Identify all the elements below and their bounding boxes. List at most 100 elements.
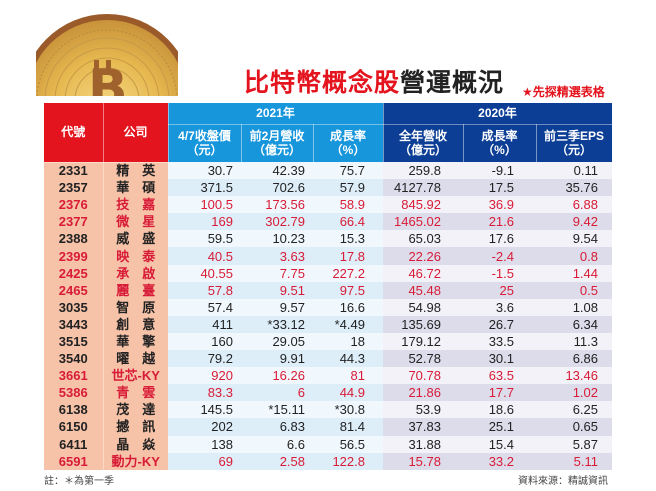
stock-code: 2465: [44, 281, 104, 299]
stock-code: 2399: [44, 247, 104, 265]
cell-eps: 0.5: [536, 281, 612, 299]
company-name: 威 盛: [103, 230, 168, 248]
cell-annual-revenue: 37.83: [383, 418, 463, 436]
cell-growth-2020: 30.1: [463, 350, 536, 368]
cell-close-price: 30.7: [168, 162, 241, 180]
cell-2m-revenue: 2.58: [241, 452, 313, 470]
cell-eps: 6.86: [536, 350, 612, 368]
company-name: 創 意: [103, 315, 168, 333]
cell-close-price: 69: [168, 452, 241, 470]
table-row: 2465 麗 臺 57.8 9.51 97.5 45.48 25 0.5: [44, 281, 612, 299]
cell-annual-revenue: 54.98: [383, 298, 463, 316]
cell-eps: 0.11: [536, 162, 612, 180]
cell-eps: 35.76: [536, 179, 612, 197]
data-source: 資料來源：精誠資訊: [518, 476, 608, 487]
cell-growth-2021: 17.8: [313, 247, 383, 265]
cell-close-price: 920: [168, 367, 241, 385]
cell-growth-2021: 18: [313, 332, 383, 351]
cell-growth-2021: 44.3: [313, 350, 383, 368]
cell-close-price: 40.55: [168, 264, 241, 282]
cell-eps: 0.65: [536, 418, 612, 436]
title-highlight: 比特幣概念股: [244, 69, 401, 97]
cell-growth-2021: 15.3: [313, 230, 383, 248]
cell-close-price: 411: [168, 315, 241, 333]
cell-annual-revenue: 45.48: [383, 281, 463, 299]
cell-growth-2020: 25.1: [463, 418, 536, 436]
table-row: 3661 世芯-KY 920 16.26 81 70.78 63.5 13.46: [44, 367, 612, 385]
stock-code: 3540: [44, 350, 104, 368]
cell-annual-revenue: 845.92: [383, 196, 463, 214]
table-row: 6591 動力-KY 69 2.58 122.8 15.78 33.2 5.11: [44, 452, 612, 470]
page-title: 比特幣概念股營運概況: [244, 68, 504, 98]
cell-close-price: 202: [168, 418, 241, 436]
cell-growth-2020: 21.6: [463, 213, 536, 231]
header-eps: 前三季EPS （元）: [536, 124, 613, 162]
table-row: 3540 曜 越 79.2 9.91 44.3 52.78 30.1 6.86: [44, 350, 612, 368]
company-name: 動力-KY: [103, 452, 168, 470]
cell-annual-revenue: 179.12: [383, 332, 463, 351]
cell-eps: 6.88: [536, 196, 612, 214]
cell-2m-revenue: 702.6: [241, 179, 313, 197]
stock-code: 6591: [44, 452, 104, 470]
cell-growth-2020: -9.1: [463, 162, 536, 180]
cell-growth-2020: 33.5: [463, 332, 536, 351]
table-row: 2331 精 英 30.7 42.39 75.7 259.8 -9.1 0.11: [44, 162, 612, 180]
cell-annual-revenue: 15.78: [383, 452, 463, 470]
cell-annual-revenue: 31.88: [383, 435, 463, 453]
cell-2m-revenue: 6.6: [241, 435, 313, 453]
cell-annual-revenue: 135.69: [383, 315, 463, 333]
header-2m-revenue: 前2月營收 （億元）: [241, 124, 314, 162]
cell-growth-2020: 36.9: [463, 196, 536, 214]
cell-annual-revenue: 46.72: [383, 264, 463, 282]
table-body: 2331 精 英 30.7 42.39 75.7 259.8 -9.1 0.11 2357 華 碩…: [44, 162, 612, 470]
table-row: 6411 晶 焱 138 6.6 56.5 31.88 15.4 5.87: [44, 435, 612, 453]
company-name: 技 嘉: [103, 196, 168, 214]
cell-close-price: 138: [168, 435, 241, 453]
cell-close-price: 40.5: [168, 247, 241, 265]
cell-close-price: 57.8: [168, 281, 241, 299]
cell-2m-revenue: *33.12: [241, 315, 313, 333]
cell-2m-revenue: 42.39: [241, 162, 313, 180]
cell-growth-2021: 57.9: [313, 179, 383, 197]
cell-close-price: 57.4: [168, 298, 241, 316]
stock-code: 6138: [44, 401, 104, 419]
stock-code: 6411: [44, 435, 104, 453]
cell-growth-2020: 15.4: [463, 435, 536, 453]
stock-code: 2357: [44, 179, 104, 197]
cell-2m-revenue: 9.91: [241, 350, 313, 368]
cell-growth-2021: 81.4: [313, 418, 383, 436]
cell-eps: 6.25: [536, 401, 612, 419]
table-row: 3035 智 原 57.4 9.57 16.6 54.98 3.6 1.08: [44, 298, 612, 316]
cell-growth-2020: 63.5: [463, 367, 536, 385]
company-name: 華 碩: [103, 179, 168, 197]
cell-growth-2020: 33.2: [463, 452, 536, 470]
company-name: 智 原: [103, 298, 168, 316]
title-rest: 營運概況: [400, 69, 505, 97]
table-row: 6150 撼 訊 202 6.83 81.4 37.83 25.1 0.65: [44, 418, 612, 436]
bitcoin-coin-icon: B: [36, 8, 178, 96]
cell-annual-revenue: 4127.78: [383, 179, 463, 197]
cell-2m-revenue: 302.79: [241, 213, 313, 231]
cell-2m-revenue: 6.83: [241, 418, 313, 436]
cell-growth-2020: 26.7: [463, 315, 536, 333]
cell-annual-revenue: 65.03: [383, 230, 463, 248]
cell-eps: 1.08: [536, 298, 612, 316]
cell-annual-revenue: 52.78: [383, 350, 463, 368]
company-name: 微 星: [103, 213, 168, 231]
cell-growth-2021: 16.6: [313, 298, 383, 316]
cell-eps: 1.44: [536, 264, 612, 282]
header-close-price: 4/7收盤價 （元）: [168, 124, 242, 162]
cell-growth-2020: 25: [463, 281, 536, 299]
header-growth-2021: 成長率 （%）: [313, 124, 384, 162]
cell-growth-2020: 17.6: [463, 230, 536, 248]
table-row: 3515 華 擎 160 29.05 18 179.12 33.5 11.3: [44, 332, 612, 351]
cell-eps: 9.54: [536, 230, 612, 248]
table-row: 2376 技 嘉 100.5 173.56 58.9 845.92 36.9 6.88: [44, 196, 612, 214]
stock-code: 2377: [44, 213, 104, 231]
cell-growth-2021: 44.9: [313, 384, 383, 402]
cell-2m-revenue: 9.57: [241, 298, 313, 316]
cell-growth-2021: 227.2: [313, 264, 383, 282]
cell-close-price: 79.2: [168, 350, 241, 368]
header-group-2021: 2021年: [168, 103, 384, 125]
cell-growth-2021: 56.5: [313, 435, 383, 453]
